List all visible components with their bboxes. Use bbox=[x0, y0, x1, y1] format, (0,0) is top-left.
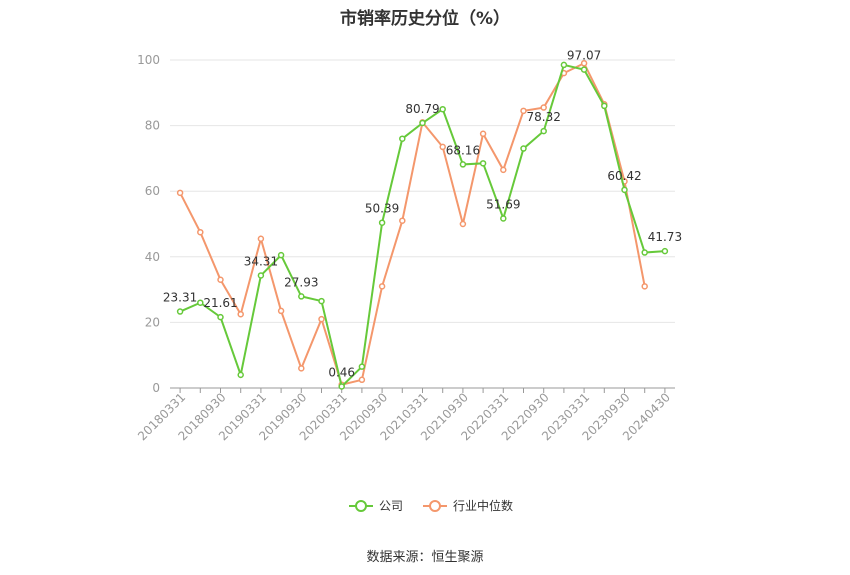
series-point-0 bbox=[439, 105, 446, 113]
series-point-0 bbox=[197, 299, 204, 306]
data-label: 50.39 bbox=[365, 202, 399, 216]
series-point-1 bbox=[197, 228, 204, 236]
series-point-1 bbox=[176, 189, 184, 197]
data-label: 0.46 bbox=[328, 365, 355, 379]
series-point-1 bbox=[298, 365, 305, 372]
series-point-0 bbox=[257, 272, 265, 279]
chart-title: 市销率历史分位（%） bbox=[339, 9, 511, 29]
data-label: 21.61 bbox=[203, 296, 237, 310]
series-point-1 bbox=[358, 376, 366, 384]
series-point-0 bbox=[601, 102, 608, 110]
legend-swatch-marker bbox=[429, 500, 441, 512]
series-point-1 bbox=[439, 143, 446, 151]
y-tick-label: 100 bbox=[137, 53, 160, 67]
data-label: 68.16 bbox=[446, 143, 480, 157]
series-point-0 bbox=[641, 249, 648, 256]
y-tick-label: 0 bbox=[152, 381, 160, 395]
series-point-0 bbox=[277, 251, 285, 259]
series-point-0 bbox=[298, 293, 305, 300]
data-label: 78.32 bbox=[527, 110, 561, 124]
y-tick-label: 60 bbox=[145, 184, 160, 198]
series-point-0 bbox=[621, 186, 628, 194]
series-point-0 bbox=[419, 119, 426, 127]
series-line-1 bbox=[179, 61, 646, 386]
series-point-0 bbox=[661, 247, 669, 255]
legend-label: 公司 bbox=[379, 499, 403, 513]
series-point-1 bbox=[459, 220, 467, 228]
series-point-1 bbox=[217, 276, 224, 284]
series-point-0 bbox=[378, 219, 386, 226]
series-point-0 bbox=[560, 61, 568, 69]
series-point-1 bbox=[540, 104, 547, 111]
series-point-1 bbox=[479, 130, 487, 138]
data-label: 34.31 bbox=[244, 254, 278, 268]
data-label: 27.93 bbox=[284, 275, 318, 289]
series-point-1 bbox=[318, 315, 325, 323]
series-point-0 bbox=[459, 161, 467, 168]
series-point-1 bbox=[277, 307, 285, 315]
legend-label: 行业中位数 bbox=[453, 498, 513, 513]
series-point-0 bbox=[479, 160, 487, 167]
legend-swatch-marker bbox=[355, 500, 367, 512]
series-point-0 bbox=[580, 66, 588, 73]
series-point-0 bbox=[520, 145, 527, 152]
series-point-0 bbox=[318, 297, 325, 305]
series-point-1 bbox=[399, 217, 406, 224]
series-point-1 bbox=[520, 107, 527, 115]
data-label: 23.31 bbox=[163, 291, 197, 305]
data-label: 97.07 bbox=[567, 49, 601, 63]
series-point-0 bbox=[399, 135, 406, 142]
series-point-1 bbox=[641, 283, 648, 290]
series-point-0 bbox=[500, 215, 507, 222]
data-label: 41.73 bbox=[648, 230, 682, 244]
data-label: 51.69 bbox=[486, 197, 520, 211]
series-point-0 bbox=[358, 363, 366, 370]
series-point-0 bbox=[540, 127, 547, 135]
source-note: 数据来源：恒生聚源 bbox=[366, 550, 484, 565]
series-point-1 bbox=[580, 60, 588, 67]
series-point-1 bbox=[257, 235, 265, 243]
series-point-1 bbox=[378, 283, 386, 290]
series-point-0 bbox=[338, 383, 345, 390]
y-tick-label: 20 bbox=[145, 315, 160, 329]
series-point-0 bbox=[217, 313, 224, 321]
series-point-0 bbox=[237, 371, 244, 379]
series-point-0 bbox=[176, 308, 184, 315]
data-label: 80.79 bbox=[405, 102, 439, 116]
series-point-1 bbox=[500, 166, 507, 174]
series-point-1 bbox=[237, 310, 244, 318]
y-tick-label: 40 bbox=[145, 250, 160, 264]
data-label: 60.42 bbox=[607, 169, 641, 183]
y-tick-label: 80 bbox=[145, 119, 160, 133]
